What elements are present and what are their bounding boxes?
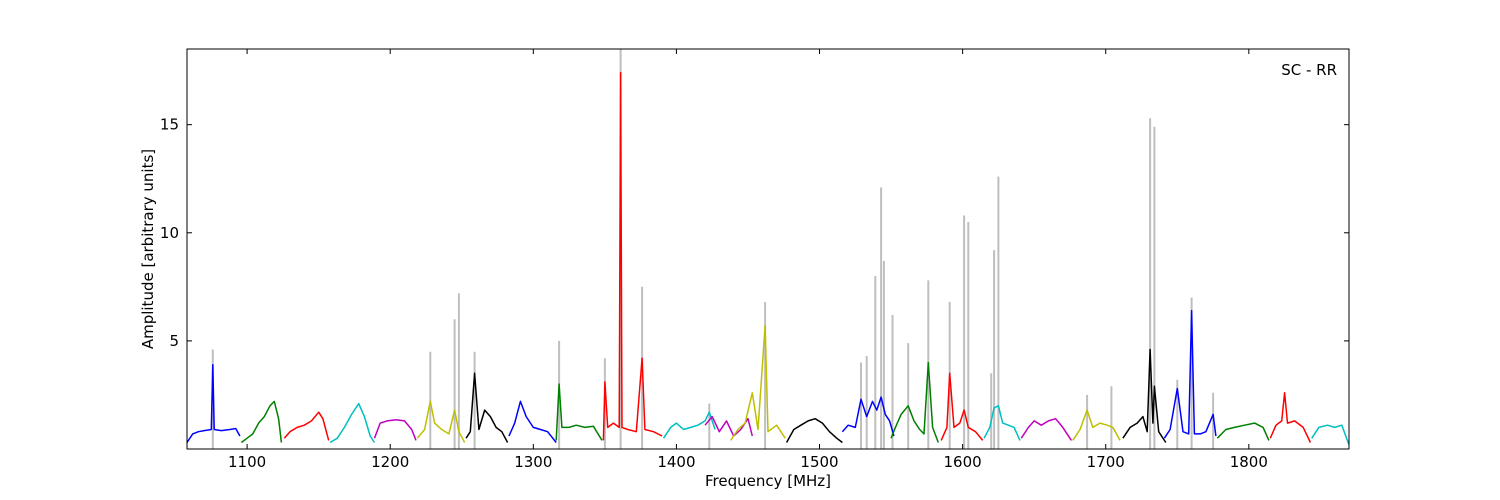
series-line-18 [1020,417,1073,441]
series-line-10 [662,411,716,439]
series-line-11 [704,415,754,437]
x-axis-ticks: 1100 1200 1300 1400 1500 1600 1700 1800 [228,49,1268,471]
raw-spectrum-layer [211,49,1215,449]
x-tick-label-6: 1700 [1087,453,1125,471]
series-line-19 [1072,409,1121,441]
x-tick-label-7: 1800 [1230,453,1268,471]
series-line-17 [983,405,1021,441]
series-line-8 [555,383,603,441]
series-line-4 [373,419,417,441]
series-line-20 [1122,348,1167,443]
series-line-24 [1311,424,1350,445]
series-line-12 [730,325,786,441]
series-line-22 [1216,422,1270,441]
series-line-23 [1269,392,1312,443]
x-tick-label-1: 1200 [371,453,409,471]
series-line-0 [186,363,241,443]
series-line-5 [416,400,466,443]
series-line-6 [465,372,509,443]
x-tick-label-4: 1500 [800,453,838,471]
y-axis-ticks: 5 10 15 [160,116,1349,350]
series-layer [186,72,1350,445]
series-line-2 [283,411,330,441]
series-line-15 [890,361,940,443]
y-tick-label-1: 10 [160,224,179,242]
x-tick-label-5: 1600 [944,453,982,471]
series-line-13 [785,417,843,444]
y-tick-label-2: 15 [160,116,179,134]
x-tick-label-3: 1400 [657,453,695,471]
series-line-21 [1163,309,1217,439]
series-line-1 [240,400,283,444]
y-tick-label-0: 5 [169,332,179,350]
x-tick-label-2: 1300 [514,453,552,471]
plot-frame [186,48,1350,450]
series-line-9 [602,72,663,441]
series-line-14 [841,396,895,437]
series-line-16 [940,372,984,441]
panel-annotation: SC - RR [1281,61,1337,79]
x-axis-label: Frequency [MHz] [705,472,831,490]
series-line-7 [508,400,557,443]
y-axis-label: Amplitude [arbitrary units] [139,149,157,349]
series-line-3 [329,402,376,444]
x-tick-label-0: 1100 [228,453,266,471]
